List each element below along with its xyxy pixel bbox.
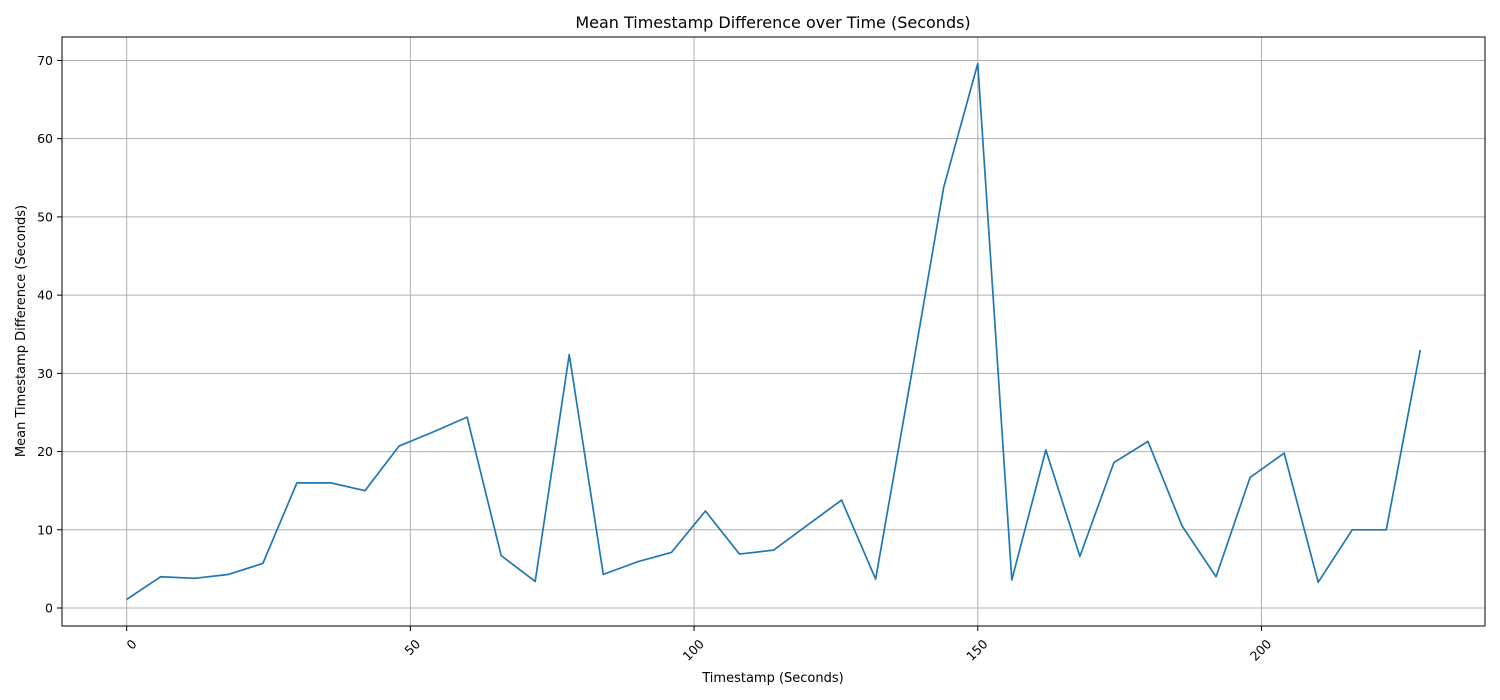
y-axis-label: Mean Timestamp Difference (Seconds) [14, 205, 29, 457]
x-axis-label: Timestamp (Seconds) [701, 671, 843, 686]
x-tick-label: 100 [679, 636, 707, 664]
x-tick-label: 50 [401, 636, 423, 658]
grid-lines [62, 37, 1485, 626]
x-tick-label: 0 [123, 636, 139, 652]
y-tick-label: 60 [37, 131, 53, 146]
y-tick-label: 10 [37, 522, 53, 537]
axis-ticks: 0 50 100 150 200 0 10 20 30 40 50 60 70 [37, 53, 1274, 664]
chart-title: Mean Timestamp Difference over Time (Sec… [575, 13, 970, 32]
series-line-0 [126, 62, 1422, 601]
y-tick-label: 50 [37, 209, 53, 224]
y-tick-label: 30 [37, 366, 53, 381]
y-tick-label: 70 [37, 53, 53, 68]
x-tick-label: 150 [963, 636, 991, 664]
x-tick-label: 200 [1247, 636, 1275, 664]
series-layer [126, 62, 1422, 601]
y-tick-label: 0 [45, 601, 53, 616]
plot-frame [61, 36, 1486, 627]
y-tick-label: 20 [37, 444, 53, 459]
y-tick-label: 40 [37, 288, 53, 303]
